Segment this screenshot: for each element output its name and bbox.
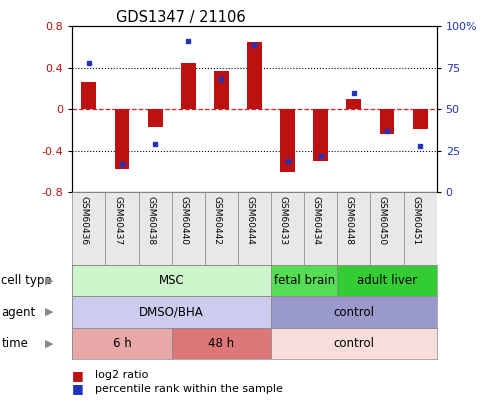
Bar <box>346 99 361 109</box>
Bar <box>72 265 271 296</box>
Text: GSM60440: GSM60440 <box>179 196 188 245</box>
Text: ▶: ▶ <box>45 276 53 286</box>
Text: ■: ■ <box>72 382 84 395</box>
Bar <box>271 192 304 265</box>
Bar <box>181 63 196 109</box>
Text: GSM60444: GSM60444 <box>246 196 254 245</box>
Bar <box>247 42 262 109</box>
Text: GSM60450: GSM60450 <box>378 196 387 245</box>
Text: ■: ■ <box>72 369 84 382</box>
Text: GSM60448: GSM60448 <box>345 196 354 245</box>
Bar <box>370 192 404 265</box>
Text: GSM60434: GSM60434 <box>312 196 321 245</box>
Bar <box>72 328 172 359</box>
Text: GDS1347 / 21106: GDS1347 / 21106 <box>116 10 246 25</box>
Text: MSC: MSC <box>159 274 185 288</box>
Text: 6 h: 6 h <box>113 337 131 350</box>
Bar <box>404 192 437 265</box>
Bar <box>205 192 238 265</box>
Bar <box>72 192 105 265</box>
Text: GSM60433: GSM60433 <box>278 196 287 245</box>
Text: GSM60438: GSM60438 <box>146 196 155 245</box>
Bar <box>105 192 139 265</box>
Text: time: time <box>1 337 28 350</box>
Text: ▶: ▶ <box>45 307 53 317</box>
Bar <box>380 109 394 134</box>
Text: ▶: ▶ <box>45 338 53 348</box>
Bar <box>139 192 172 265</box>
Bar <box>271 328 437 359</box>
Text: GSM60442: GSM60442 <box>213 196 222 245</box>
Text: fetal brain: fetal brain <box>273 274 335 288</box>
Text: 48 h: 48 h <box>208 337 235 350</box>
Bar <box>413 109 428 129</box>
Bar <box>313 109 328 161</box>
Bar <box>271 296 437 328</box>
Bar <box>214 71 229 109</box>
Text: control: control <box>333 305 374 319</box>
Text: adult liver: adult liver <box>357 274 417 288</box>
Bar <box>304 192 337 265</box>
Bar <box>148 109 163 127</box>
Text: agent: agent <box>1 305 36 319</box>
Text: GSM60451: GSM60451 <box>411 196 420 245</box>
Bar <box>72 296 271 328</box>
Bar <box>337 192 370 265</box>
Text: control: control <box>333 337 374 350</box>
Bar <box>280 109 295 172</box>
Bar <box>172 328 271 359</box>
Bar <box>115 109 129 168</box>
Text: cell type: cell type <box>1 274 52 288</box>
Text: percentile rank within the sample: percentile rank within the sample <box>95 384 283 394</box>
Bar <box>337 265 437 296</box>
Text: GSM60436: GSM60436 <box>80 196 89 245</box>
Bar <box>238 192 271 265</box>
Text: DMSO/BHA: DMSO/BHA <box>139 305 204 319</box>
Bar <box>271 265 337 296</box>
Text: log2 ratio: log2 ratio <box>95 371 148 380</box>
Text: GSM60437: GSM60437 <box>113 196 122 245</box>
Bar <box>172 192 205 265</box>
Bar <box>81 82 96 109</box>
